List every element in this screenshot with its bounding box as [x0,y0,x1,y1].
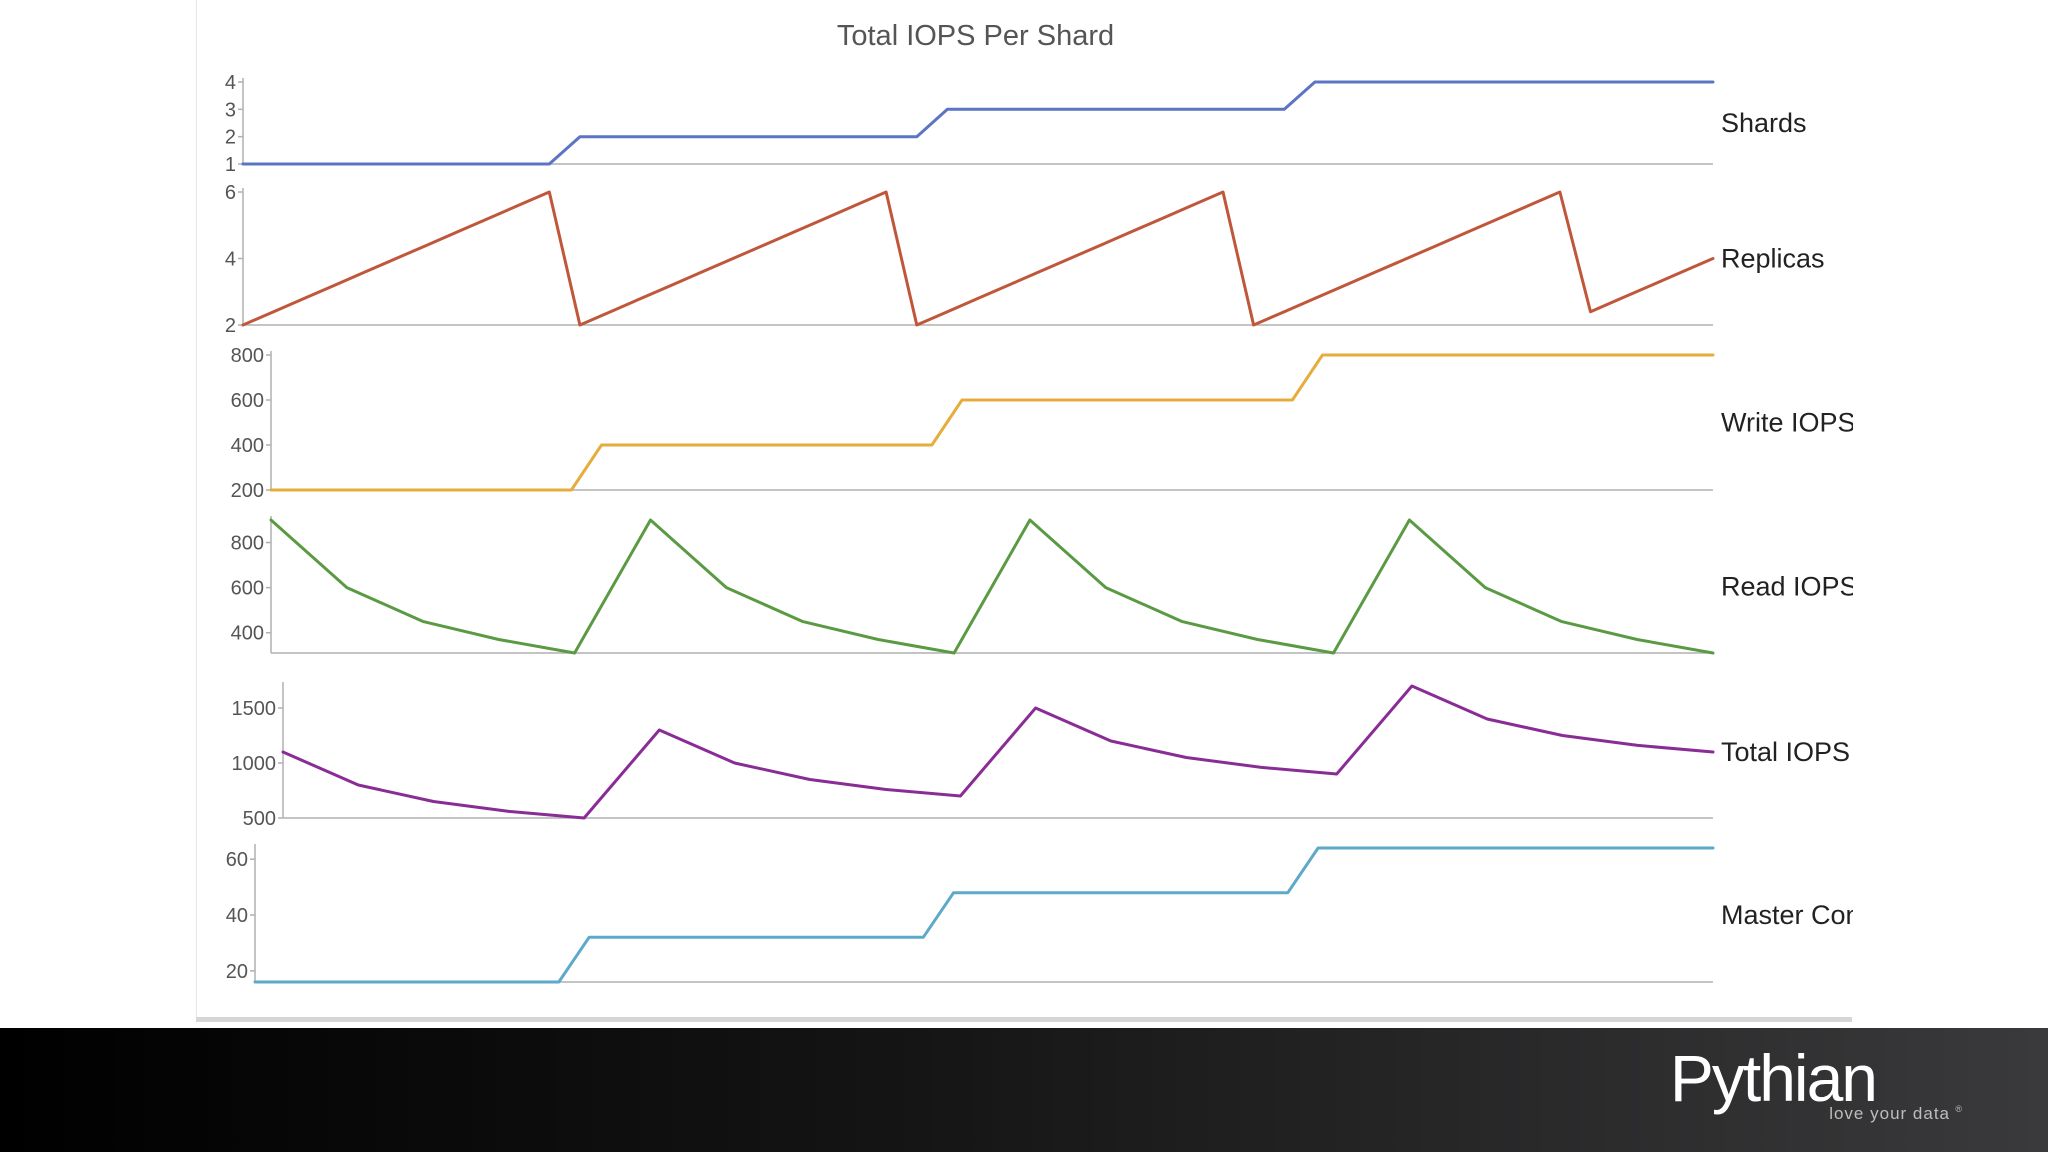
shards-series-line [241,80,1715,166]
shards-y-tick-label: 4 [225,72,236,94]
brand-name: Pythian [1669,1041,1878,1115]
replicas-y-tick-label: 6 [225,182,236,204]
brand-tagline: love your data [1829,1104,1950,1123]
read-iops-y-tick-label: 800 [231,533,264,555]
shards-y-tick-label: 1 [225,154,236,176]
panel-shards: 1 2 3 4 Shards [225,72,1807,176]
master-connections-series-label: Master Connections [1721,900,1853,930]
read-iops-series-line [269,518,1715,655]
panel-bottom-rule [196,1017,1852,1022]
total-iops-y-tick-label: 500 [243,808,276,830]
master-connections-y-tick-label: 40 [226,905,248,927]
footer-bar [0,1028,2048,1152]
shards-y-tick-label: 2 [225,127,236,149]
replicas-y-tick-label: 4 [225,249,236,271]
chart-panel: Total IOPS Per Shard 1 2 3 4 Shards 2 4 6 Replic… [196,0,1853,1022]
panel-write-iops: 200 400 600 800 Write IOPS [231,345,1853,502]
chart-title: Total IOPS Per Shard [836,20,1115,52]
master-connections-y-tick-label: 60 [226,849,248,871]
replicas-series-line [241,190,1715,327]
panel-total-iops: 500 1000 1500 Total IOPS [232,682,1850,830]
read-iops-y-tick-label: 600 [231,578,264,600]
registered-mark: ® [1955,1104,1962,1114]
read-iops-y-tick-label: 400 [231,623,264,645]
total-iops-y-tick-label: 1000 [232,753,277,775]
shards-series-label: Shards [1721,108,1807,138]
write-iops-y-tick-label: 800 [231,345,264,367]
read-iops-series-label: Read IOPS [1721,572,1853,602]
brand-logo: Pythian love your data ® [1670,1040,1962,1140]
replicas-series-label: Replicas [1721,244,1825,274]
write-iops-series-line [269,353,1715,492]
write-iops-series-label: Write IOPS [1721,408,1853,438]
write-iops-y-tick-label: 400 [231,435,264,457]
total-iops-series-label: Total IOPS [1721,737,1850,767]
panel-replicas: 2 4 6 Replicas [225,182,1825,337]
replicas-y-tick-label: 2 [225,315,236,337]
total-iops-series-line [281,684,1715,820]
total-iops-y-tick-label: 1500 [232,698,277,720]
shards-y-tick-label: 3 [225,99,236,121]
panel-master-connections: 20 40 60 Master Connections [226,844,1853,984]
panel-read-iops: 400 600 800 Read IOPS [231,516,1853,655]
write-iops-y-tick-label: 600 [231,390,264,412]
master-connections-series-line [253,846,1715,984]
master-connections-y-tick-label: 20 [226,961,248,983]
write-iops-y-tick-label: 200 [231,480,264,502]
multi-panel-line-chart: 1 2 3 4 Shards 2 4 6 Replicas 200 400 600 800 Write I… [225,72,1853,984]
